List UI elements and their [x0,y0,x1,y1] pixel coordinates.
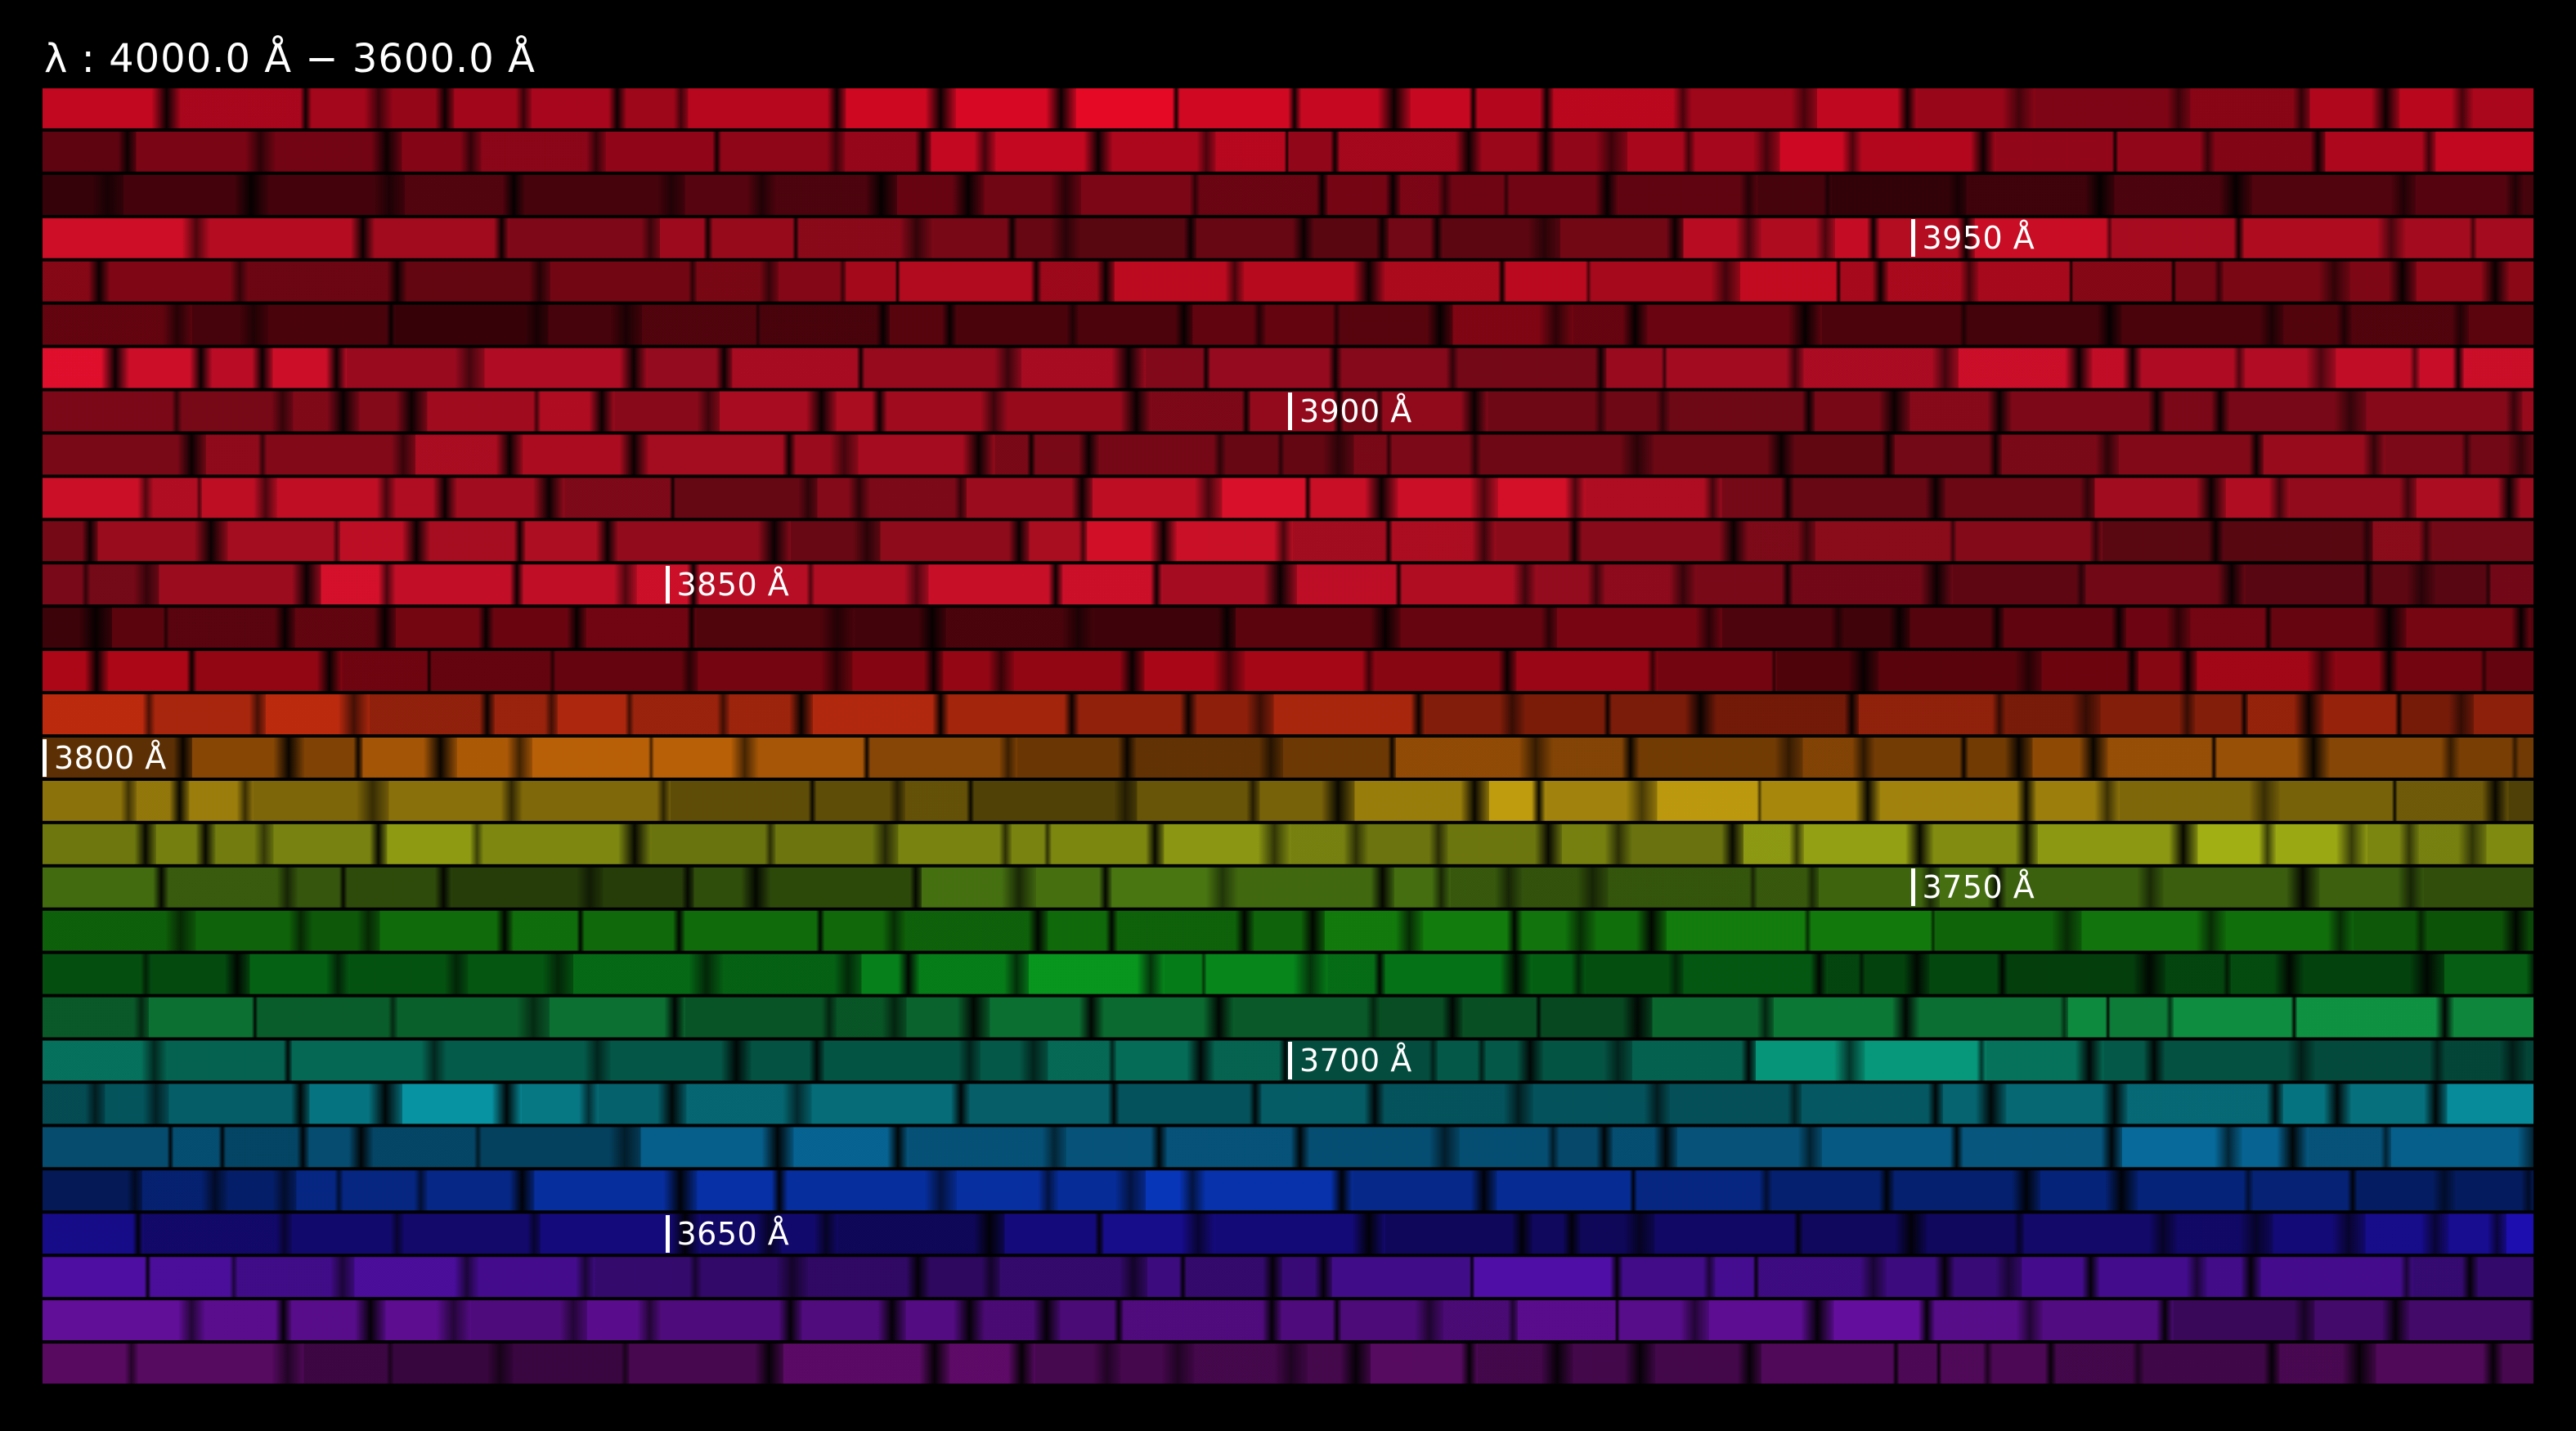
tick-label-3850: 3850 Å [676,566,790,603]
wavelength-range-label: λ : 4000.0 Å − 3600.0 Å [44,36,536,82]
spectrum-band-row-21 [43,953,2533,994]
tick-marker-3950 [1910,219,1915,258]
spectrum-band-row-16 [43,738,2533,778]
tick-label-3700: 3700 Å [1299,1043,1412,1079]
tick-label-3900: 3900 Å [1299,393,1412,429]
spectrum-band-row-20 [43,910,2533,951]
spectrum-band-row-10 [43,478,2533,518]
spectrum-band-row-11 [43,521,2533,562]
spectrum-band-row-22 [43,997,2533,1038]
spectrum-band-row-26 [43,1170,2533,1211]
spectrum-band-row-4 [43,218,2533,258]
spectrum-band-row-15 [43,694,2533,734]
spectrum-band-row-18 [43,823,2533,864]
tick-marker-3750 [1910,868,1915,907]
spectrum-band-row-19 [43,867,2533,908]
tick-marker-3650 [665,1214,670,1253]
tick-marker-3900 [1288,393,1292,430]
spectrum-band-row-3 [43,174,2533,215]
spectrum-chart: 3950 Å 3900 Å 3850 Å 3800 Å 3750 Å 3700 … [43,88,2533,1387]
spectrum-band-row-6 [43,304,2533,345]
spectrum-band-row-14 [43,651,2533,692]
spectrum-band-row-1 [43,88,2533,128]
spectrum-band-row-27 [43,1213,2533,1254]
spectrum-band-row-12 [43,564,2533,605]
tick-marker-3800 [43,738,47,777]
spectrum-band-row-30 [43,1344,2533,1384]
spectrum-band-row-9 [43,434,2533,475]
tick-marker-3700 [1288,1042,1292,1079]
spectrum-band-row-13 [43,608,2533,648]
tick-label-3800: 3800 Å [54,739,167,776]
tick-label-3650: 3650 Å [676,1215,790,1252]
tick-label-3950: 3950 Å [1922,220,2035,257]
spectrum-band-row-24 [43,1083,2533,1124]
spectrum-band-row-5 [43,261,2533,302]
spectrum-band-row-7 [43,348,2533,388]
spectrum-band-row-29 [43,1300,2533,1341]
spectrum-band-row-28 [43,1257,2533,1298]
spectrum-bands [43,88,2533,1384]
spectrum-band-row-25 [43,1127,2533,1168]
spectrum-band-row-17 [43,780,2533,821]
tick-marker-3850 [665,565,670,603]
tick-label-3750: 3750 Å [1922,869,2035,906]
spectrum-band-row-2 [43,131,2533,172]
